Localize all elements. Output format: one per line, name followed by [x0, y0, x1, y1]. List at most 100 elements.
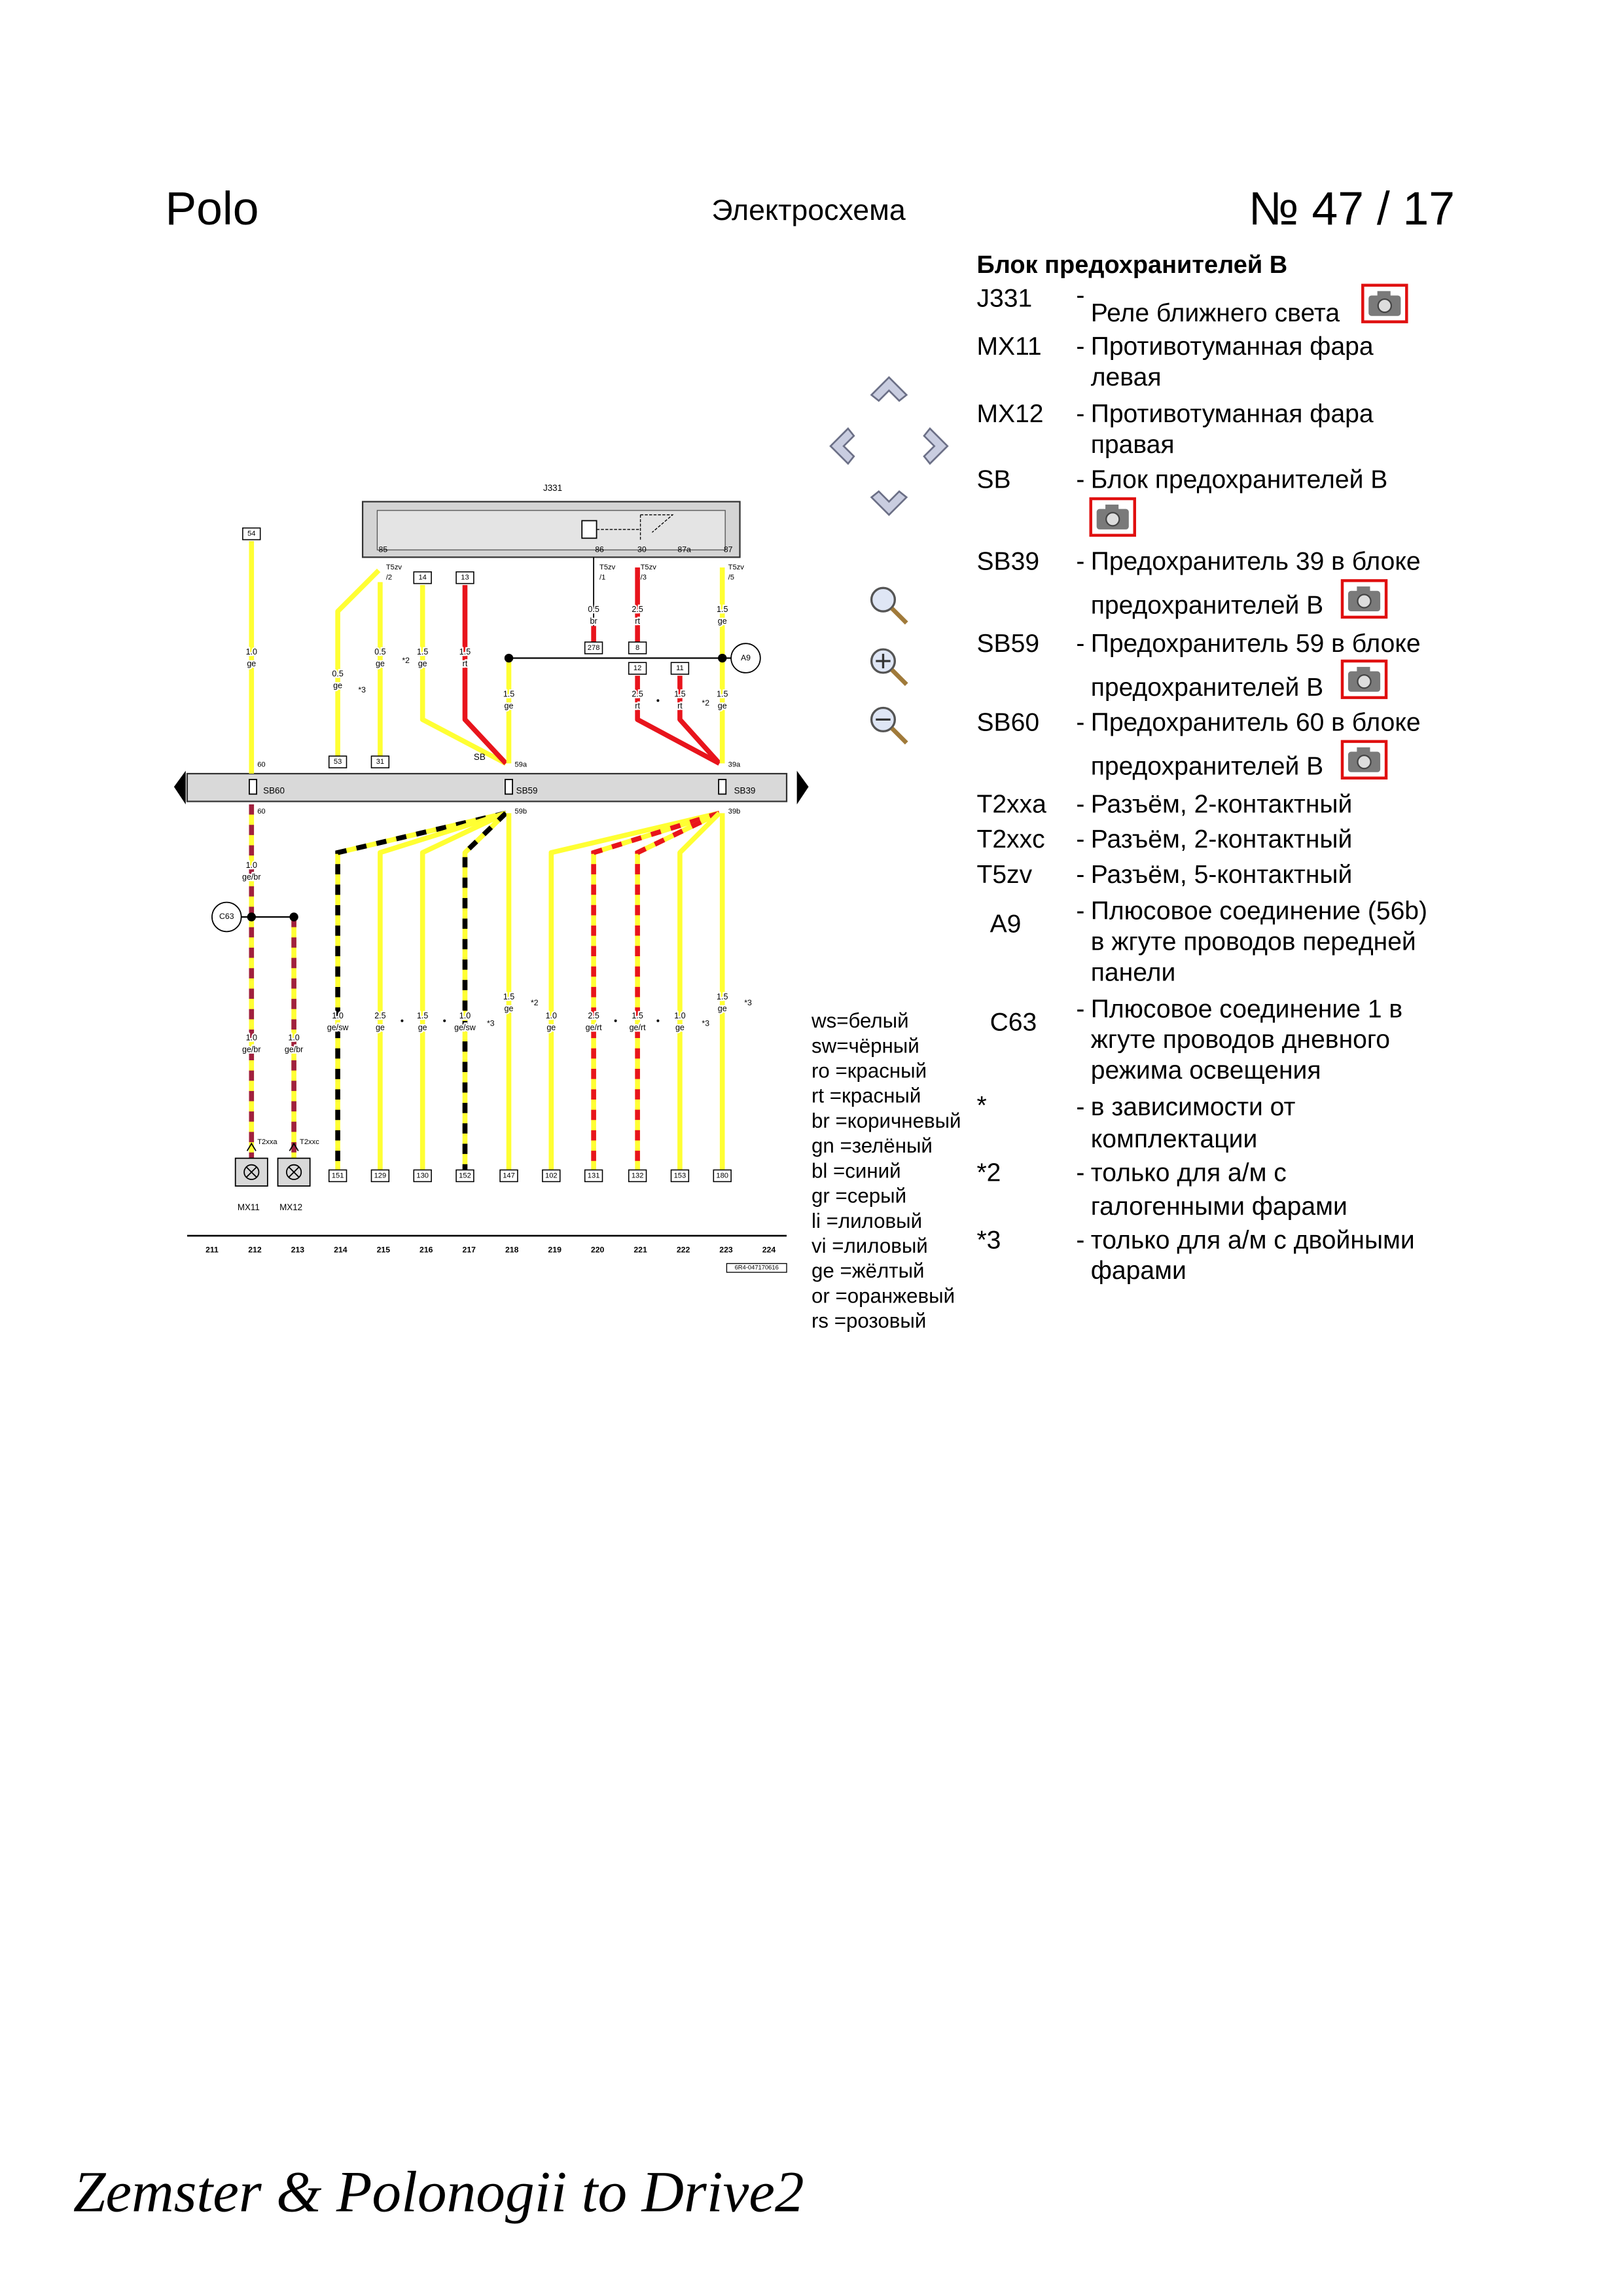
legend-text: Противотуманная фара	[1091, 332, 1374, 361]
wire-color: ge/rt	[630, 1023, 647, 1032]
column-number: 220	[591, 1246, 605, 1255]
connector-label: T2xxa	[257, 1138, 277, 1146]
legend-code: *2	[976, 1159, 1001, 1187]
fuse-label: SB39	[734, 785, 756, 795]
wire-color: ge	[718, 1004, 727, 1013]
terminal	[542, 1169, 561, 1183]
legend-dash: -	[1076, 466, 1084, 494]
relay-pin: 30	[637, 545, 647, 554]
doc-id-box	[726, 1263, 787, 1273]
wire-size: 1.5	[417, 1011, 428, 1020]
wire	[419, 810, 507, 1170]
wire-color: br	[590, 617, 597, 626]
page-number: № 47 / 17	[1249, 183, 1455, 235]
wire-color: rt	[463, 659, 468, 668]
connector-arrow	[289, 1142, 299, 1151]
legend-text: предохранителей B	[1091, 752, 1323, 780]
wire-color: ge	[505, 1004, 514, 1013]
legend-text: Реле ближнего света	[1091, 299, 1340, 327]
wire-size: 1.5	[503, 690, 514, 699]
terminal-label: 31	[376, 758, 384, 766]
legend-dash: -	[1076, 1226, 1084, 1254]
wire-size: 1.5	[417, 647, 428, 656]
photo-lens	[1357, 594, 1372, 609]
legend-dash: -	[1076, 825, 1084, 853]
footnote-mark: *2	[702, 698, 709, 708]
fuse-label: SB60	[263, 785, 285, 795]
column-number: 218	[505, 1246, 519, 1255]
legend-title: Блок предохранителей B	[976, 251, 1287, 279]
terminal	[455, 571, 474, 584]
wire	[462, 584, 508, 765]
wire-color: ge/br	[285, 1045, 304, 1054]
legend-code: C63	[990, 1008, 1037, 1036]
fuse-label: SB59	[516, 785, 538, 795]
nav-down[interactable]	[870, 490, 908, 516]
wire	[677, 675, 722, 765]
lamp	[243, 1164, 260, 1180]
relay-pin: 87a	[677, 545, 691, 554]
wire-color: ge/sw	[454, 1023, 476, 1032]
junction-dot	[289, 912, 298, 922]
color-code: ws=белый	[811, 1009, 909, 1032]
color-code: or =оранжевый	[812, 1284, 955, 1307]
terminal-label: 152	[459, 1172, 471, 1179]
photo-lens	[1377, 298, 1392, 314]
legend-code: SB59	[976, 630, 1039, 658]
connector-pin: /1	[599, 574, 605, 582]
wire-size: 1.0	[332, 1011, 343, 1020]
fuse-pin: 59b	[514, 808, 527, 816]
fuse	[249, 779, 258, 795]
wire-color: ge	[546, 1023, 556, 1032]
terminal	[413, 1169, 432, 1183]
fuse-pin: 60	[257, 808, 265, 816]
zoom-in[interactable]	[870, 648, 908, 687]
nav-left[interactable]	[829, 427, 855, 465]
connector-label: T5zv	[599, 564, 616, 571]
wire	[635, 675, 721, 766]
column-number: 212	[248, 1246, 262, 1255]
terminal-label: 13	[461, 574, 469, 582]
legend-dash: -	[1076, 548, 1084, 576]
terminal	[584, 1169, 603, 1183]
legend-code: T5zv	[976, 861, 1032, 889]
wire-color: ge/rt	[586, 1023, 603, 1032]
wire	[548, 810, 721, 1170]
wire-stripe	[635, 810, 721, 1170]
wire-color: ge	[418, 1023, 427, 1032]
photo-icon-top	[1357, 586, 1370, 592]
nav-right[interactable]	[923, 427, 949, 465]
footnote-mark: *2	[402, 656, 410, 665]
zoom-fit[interactable]	[870, 586, 908, 625]
zoom-out[interactable]	[870, 706, 908, 745]
relay-coil	[581, 520, 597, 539]
legend-text: режима освещения	[1091, 1056, 1321, 1085]
lamp-label: MX11	[238, 1202, 260, 1212]
legend-dash: -	[1076, 708, 1084, 736]
connector-label: T5zv	[728, 564, 745, 571]
fuse-pin: 39a	[728, 761, 741, 769]
connector-label: T5zv	[386, 564, 402, 571]
legend-code: T2xxa	[976, 791, 1046, 819]
scroll-left[interactable]	[173, 770, 186, 804]
color-code: br =коричневый	[812, 1109, 961, 1132]
terminal	[499, 1169, 518, 1183]
wire-size: 1.5	[459, 647, 471, 656]
legend-code: SB39	[976, 548, 1039, 576]
legend-dash: -	[1076, 995, 1084, 1023]
wire-color: ge	[376, 1023, 385, 1032]
legend-dash: -	[1076, 630, 1084, 658]
lamp-label: MX12	[279, 1202, 302, 1212]
photo-lens	[1357, 754, 1372, 770]
legend-text: Разъём, 5-контактный	[1091, 861, 1353, 889]
terminal-label: 12	[633, 664, 641, 672]
nav-up[interactable]	[870, 376, 908, 403]
scroll-right[interactable]	[796, 770, 809, 804]
separator-dot	[614, 1019, 617, 1022]
color-code: gr =серый	[812, 1185, 906, 1208]
legend-dash: -	[1076, 281, 1084, 310]
wire-size: 1.5	[717, 992, 728, 1001]
legend-code: SB	[976, 466, 1010, 494]
